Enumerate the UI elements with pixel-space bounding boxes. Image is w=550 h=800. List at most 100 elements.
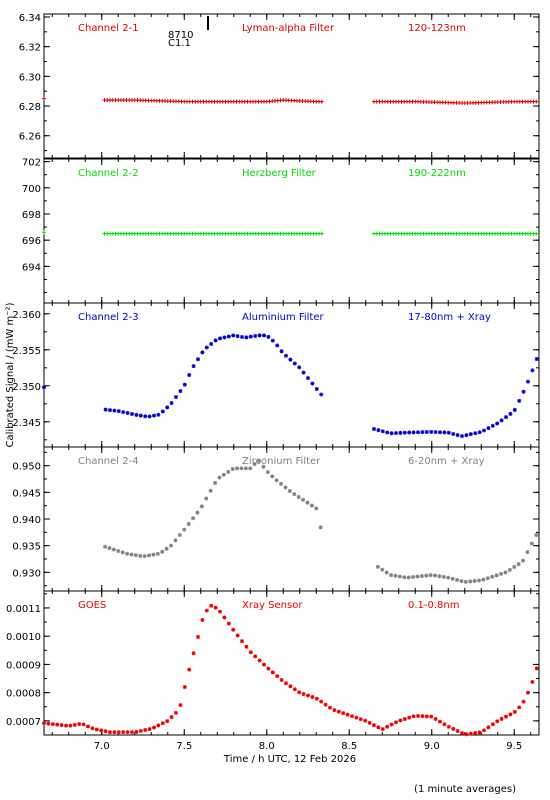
- data-point: [463, 579, 468, 584]
- data-point: [221, 472, 226, 477]
- data-point: [42, 385, 46, 390]
- data-point: [446, 724, 451, 729]
- band-label: 6-20nm + Xray: [408, 456, 485, 467]
- data-point: [526, 690, 530, 695]
- data-point: [318, 525, 323, 530]
- y-tick-label: 6.32: [19, 43, 41, 54]
- data-point: [186, 521, 191, 526]
- panel-3: 2.345 2.350 2.355 2.360 Channel 2-3 Aluminium…: [12, 302, 540, 448]
- data-point: [389, 573, 394, 578]
- data-point: [42, 721, 46, 726]
- data-point: [174, 710, 178, 715]
- data-point: [460, 434, 464, 439]
- data-point: [398, 430, 403, 435]
- data-point: [301, 497, 306, 502]
- data-point: [482, 428, 486, 433]
- y-tick-label: 0.0011: [6, 604, 41, 615]
- filter-label: Herzberg Filter: [242, 168, 317, 179]
- data-point: [323, 702, 328, 707]
- data-point: [81, 722, 86, 727]
- data-point: [442, 722, 447, 727]
- data-point: [125, 411, 130, 416]
- data-point: [397, 574, 402, 579]
- data-point: [420, 430, 425, 435]
- data-point: [517, 398, 522, 403]
- data-point: [306, 693, 310, 698]
- data-point: [72, 722, 77, 727]
- data-point: [499, 716, 504, 721]
- channel-label: Channel 2-4: [78, 456, 139, 467]
- data-point: [112, 730, 117, 735]
- flare-marker: 8710 C1.1: [168, 16, 209, 49]
- data-point: [244, 644, 249, 649]
- data-point: [530, 679, 535, 684]
- data-point: [142, 554, 147, 559]
- data-point: [384, 570, 389, 575]
- data-point: [314, 696, 319, 701]
- data-point: [354, 715, 359, 720]
- data-point: [512, 709, 517, 714]
- data-point: [195, 510, 200, 515]
- data-point: [376, 725, 381, 730]
- data-point: [310, 381, 315, 386]
- data-point: [517, 705, 522, 710]
- data-point: [451, 431, 456, 436]
- data-point: [218, 609, 222, 614]
- data-point: [438, 430, 442, 435]
- data-point: [516, 562, 521, 567]
- data-point: [394, 431, 398, 436]
- y-tick-label: 0.940: [12, 515, 41, 526]
- data-point: [121, 730, 126, 735]
- data-point: [187, 667, 192, 672]
- data-point: [309, 503, 314, 508]
- data-point: [521, 389, 526, 394]
- panel-5: 0.0007 0.0008 0.0009 0.0010 0.0011 GOES Xray S…: [6, 590, 540, 752]
- data-point: [363, 718, 368, 723]
- data-point: [398, 718, 403, 723]
- data-point: [275, 674, 280, 679]
- data-point: [407, 430, 412, 435]
- y-tick-label: 2.360: [12, 310, 41, 321]
- data-point: [155, 551, 160, 556]
- data-point: [375, 564, 380, 569]
- data-point: [208, 488, 213, 493]
- data-point: [314, 386, 319, 391]
- data-point: [530, 368, 535, 373]
- data-point: [380, 429, 385, 434]
- data-point: [534, 533, 539, 537]
- data-point: [394, 720, 398, 725]
- data-point: [446, 430, 451, 435]
- data-point: [235, 334, 240, 339]
- band-label: 17-80nm + Xray: [408, 312, 491, 323]
- data-point: [372, 723, 376, 728]
- data-point: [473, 731, 478, 736]
- data-point: [129, 552, 134, 557]
- y-tick-label: 0.945: [12, 488, 41, 499]
- y-tick-label: 6.26: [19, 132, 41, 143]
- data-point: [288, 357, 293, 362]
- data-point: [94, 727, 99, 732]
- y-tick-label: 0.0008: [6, 689, 41, 700]
- y-tick-label: 6.28: [19, 102, 41, 113]
- data-point: [165, 719, 170, 724]
- data-point: [130, 730, 134, 735]
- data-point: [287, 489, 292, 493]
- data-point: [380, 567, 385, 572]
- data-point: [253, 333, 258, 338]
- data-point: [112, 408, 117, 413]
- data-point: [46, 721, 51, 726]
- data-point: [111, 547, 116, 552]
- series-markers: [42, 603, 539, 737]
- data-point: [143, 728, 148, 733]
- data-point: [226, 469, 231, 474]
- y-tick-label: 0.0007: [6, 717, 41, 728]
- y-tick-label: 0.0009: [6, 660, 41, 671]
- data-point: [156, 723, 161, 728]
- data-point: [385, 724, 390, 729]
- data-point: [266, 666, 271, 671]
- data-point: [319, 99, 324, 104]
- data-point: [178, 703, 183, 708]
- data-point: [420, 714, 425, 719]
- data-point: [433, 716, 438, 721]
- data-point: [165, 405, 170, 410]
